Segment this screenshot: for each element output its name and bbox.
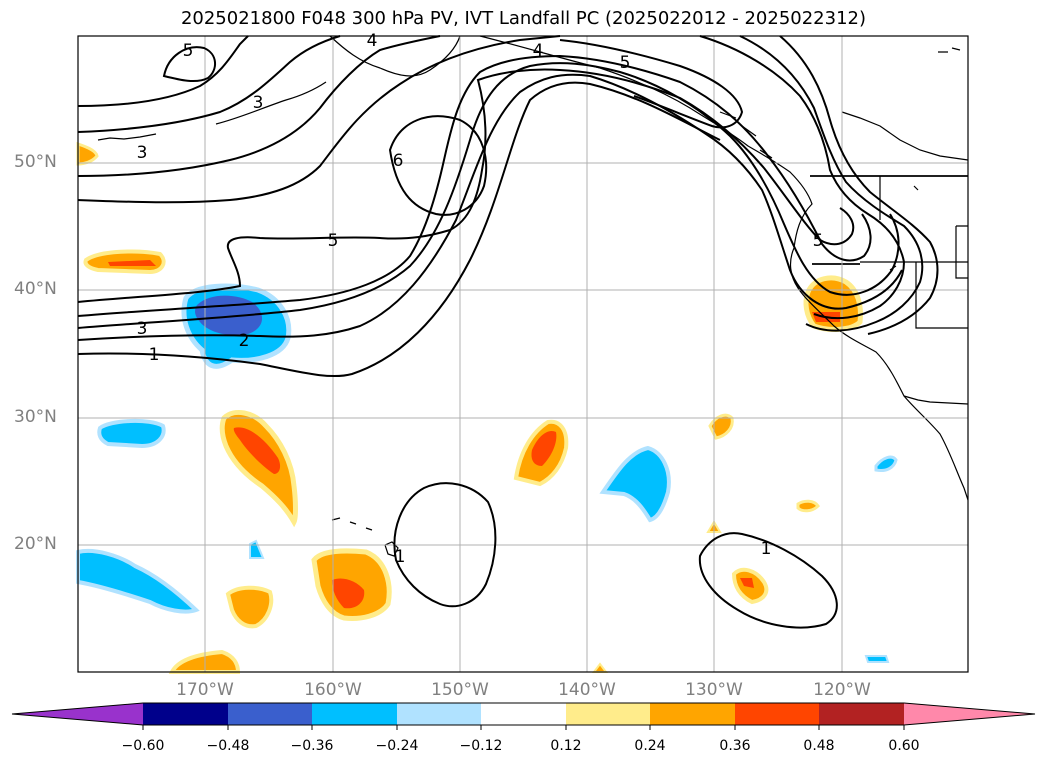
colorbar-tick-label: 0.60 — [888, 738, 920, 754]
contour-label: 5 — [620, 53, 631, 73]
graticule — [78, 36, 968, 672]
colorbar-tick-label: −0.36 — [290, 738, 334, 754]
colorbar-tick-label: 0.48 — [803, 738, 835, 754]
latitude-label: 20°N — [14, 534, 57, 554]
latitude-label: 40°N — [14, 279, 57, 299]
colorbar-segment — [735, 703, 819, 725]
colorbar-segment — [819, 703, 904, 725]
contour-label: 6 — [393, 151, 404, 171]
contour-label: 1 — [761, 539, 772, 559]
contour-label: 1 — [149, 345, 160, 365]
colorbar-segment — [397, 703, 481, 725]
colorbar-tick-label: −0.48 — [206, 738, 250, 754]
longitude-label: 160°W — [304, 680, 362, 700]
colorbar — [11, 702, 1036, 730]
pv-contours — [77, 35, 939, 629]
colorbar-segment — [143, 703, 228, 725]
colorbar-tick-label: 0.36 — [719, 738, 751, 754]
longitude-label: 120°W — [813, 680, 871, 700]
colorbar-segment — [481, 703, 566, 725]
latitude-label: 30°N — [14, 407, 57, 427]
longitude-label: 170°W — [176, 680, 234, 700]
colorbar-segment — [312, 703, 397, 725]
latitude-label: 50°N — [14, 152, 57, 172]
contour-label: 3 — [137, 319, 148, 339]
longitude-label: 130°W — [685, 680, 743, 700]
map-title: 2025021800 F048 300 hPa PV, IVT Landfall… — [180, 8, 867, 29]
colorbar-tick-label: −0.24 — [375, 738, 419, 754]
colorbar-over-triangle — [904, 703, 1035, 725]
contour-label: 4 — [533, 41, 544, 61]
colorbar-tick-label: 0.24 — [634, 738, 666, 754]
colorbar-tick-label: −0.60 — [121, 738, 165, 754]
contour-label: 3 — [253, 93, 264, 113]
contour-label: 5 — [328, 231, 339, 251]
contour-label: 4 — [367, 31, 378, 51]
contour-label: 3 — [137, 143, 148, 163]
colorbar-segment — [228, 703, 312, 725]
colorbar-under-triangle — [12, 703, 143, 725]
contour-label: 2 — [239, 331, 250, 351]
contour-label: 1 — [395, 547, 406, 567]
longitude-label: 150°W — [431, 680, 489, 700]
colorbar-segment — [650, 703, 735, 725]
map-frame — [77, 35, 969, 673]
contour-label: 5 — [183, 41, 194, 61]
longitude-label: 140°W — [558, 680, 616, 700]
colorbar-tick-label: 0.12 — [550, 738, 582, 754]
contour-label: 5 — [813, 231, 824, 251]
colorbar-tick-label: −0.12 — [459, 738, 503, 754]
colorbar-segment — [566, 703, 650, 725]
